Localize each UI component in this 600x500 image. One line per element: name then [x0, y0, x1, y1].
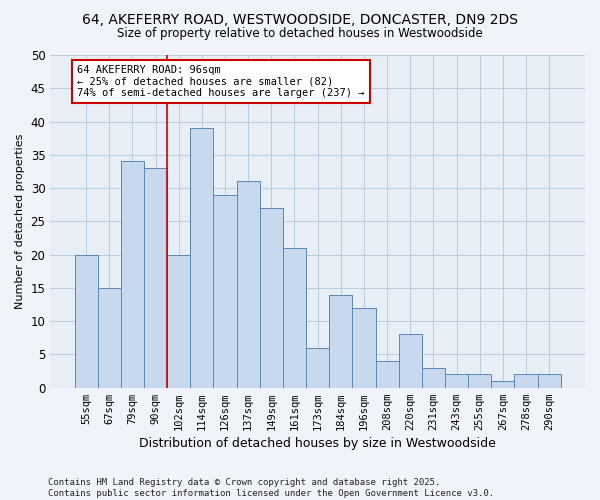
- Bar: [121, 162, 144, 388]
- Bar: [144, 168, 167, 388]
- Bar: [445, 374, 468, 388]
- Bar: [283, 248, 306, 388]
- Text: 64 AKEFERRY ROAD: 96sqm
← 25% of detached houses are smaller (82)
74% of semi-de: 64 AKEFERRY ROAD: 96sqm ← 25% of detache…: [77, 65, 364, 98]
- Bar: [376, 361, 398, 388]
- Bar: [329, 294, 352, 388]
- Bar: [538, 374, 560, 388]
- Y-axis label: Number of detached properties: Number of detached properties: [15, 134, 25, 309]
- Text: 64, AKEFERRY ROAD, WESTWOODSIDE, DONCASTER, DN9 2DS: 64, AKEFERRY ROAD, WESTWOODSIDE, DONCAST…: [82, 12, 518, 26]
- Bar: [167, 254, 190, 388]
- Bar: [306, 348, 329, 388]
- Bar: [352, 308, 376, 388]
- Bar: [74, 254, 98, 388]
- Bar: [98, 288, 121, 388]
- Bar: [398, 334, 422, 388]
- Bar: [260, 208, 283, 388]
- Bar: [236, 182, 260, 388]
- Bar: [214, 194, 236, 388]
- Bar: [514, 374, 538, 388]
- Bar: [468, 374, 491, 388]
- Bar: [190, 128, 214, 388]
- Text: Contains HM Land Registry data © Crown copyright and database right 2025.
Contai: Contains HM Land Registry data © Crown c…: [48, 478, 494, 498]
- Bar: [491, 381, 514, 388]
- Text: Size of property relative to detached houses in Westwoodside: Size of property relative to detached ho…: [117, 28, 483, 40]
- X-axis label: Distribution of detached houses by size in Westwoodside: Distribution of detached houses by size …: [139, 437, 496, 450]
- Bar: [422, 368, 445, 388]
